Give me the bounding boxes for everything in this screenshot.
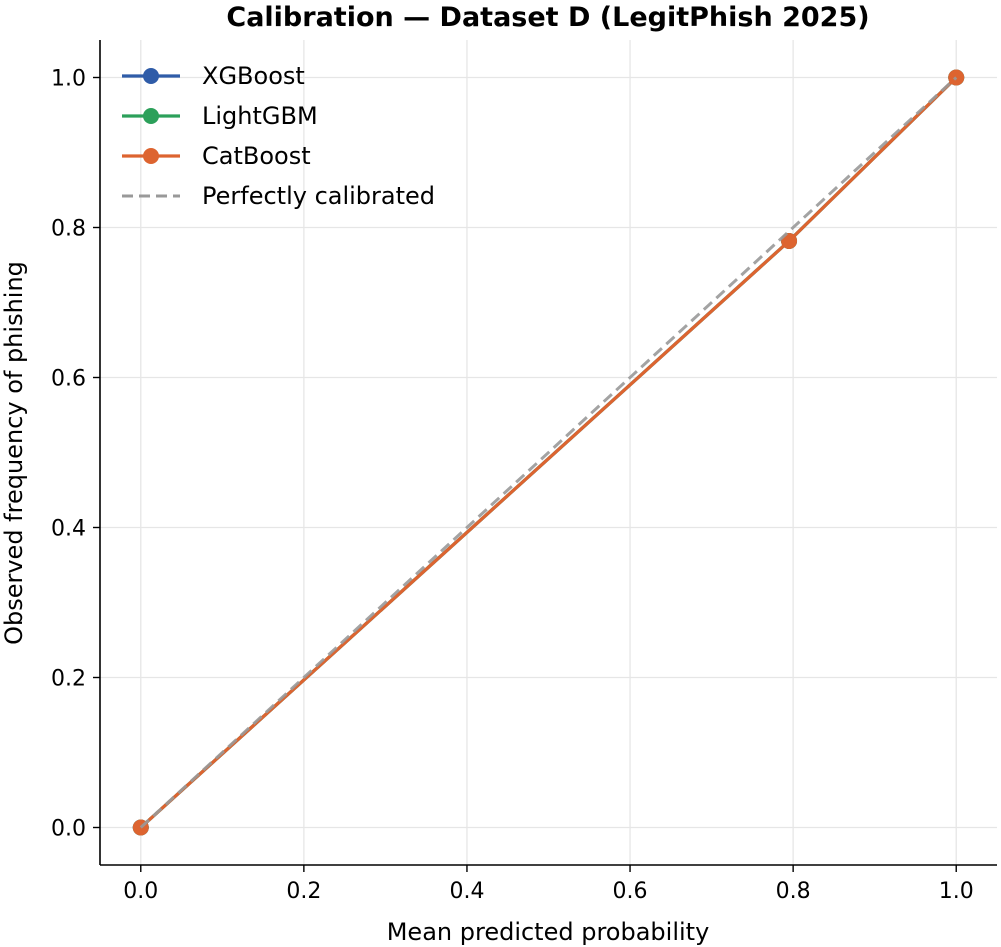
x-tick-label-1: 0.2 — [286, 879, 321, 904]
legend-label-1: LightGBM — [202, 102, 318, 130]
legend-item-1: LightGBM — [122, 102, 318, 130]
y-tick-label-5: 1.0 — [51, 67, 86, 92]
x-tick-label-0: 0.0 — [123, 879, 158, 904]
y-tick-label-0: 0.0 — [51, 817, 86, 842]
legend-item-0: XGBoost — [122, 62, 305, 90]
x-tick-label-2: 0.4 — [449, 879, 484, 904]
axes — [99, 40, 997, 866]
series-3 — [139, 76, 958, 829]
x-tick-label-4: 0.8 — [776, 879, 811, 904]
y-tick-label-1: 0.2 — [51, 667, 86, 692]
legend: XGBoost LightGBM CatBoost Perfectly calibra… — [122, 62, 435, 210]
chart-title: Calibration — Dataset D (LegitPhish 2025… — [226, 2, 869, 33]
legend-marker-1 — [143, 108, 159, 124]
series-2-point-1 — [781, 233, 798, 249]
legend-label-0: XGBoost — [202, 62, 305, 90]
grid — [100, 40, 997, 865]
y-tick-label-4: 0.8 — [51, 217, 86, 242]
y-axis-label: Observed frequency of phishing — [0, 261, 28, 645]
y-tick-label-2: 0.4 — [51, 517, 86, 542]
x-tick-label-3: 0.6 — [613, 879, 648, 904]
x-axis-label: Mean predicted probability — [387, 918, 710, 946]
series-line-3 — [139, 76, 958, 829]
legend-label-3: Perfectly calibrated — [202, 182, 435, 210]
ticks: 0.0 0.2 0.4 0.6 0.8 1.0 0.0 0.2 0.4 0.6 0.8 1.0 — [51, 67, 974, 905]
legend-label-2: CatBoost — [202, 142, 311, 170]
legend-item-2: CatBoost — [122, 142, 311, 170]
series-layer — [132, 69, 965, 836]
x-tick-label-5: 1.0 — [939, 879, 974, 904]
legend-item-3: Perfectly calibrated — [122, 182, 435, 210]
series-2 — [132, 69, 965, 836]
legend-marker-2 — [143, 148, 159, 164]
legend-marker-0 — [143, 68, 159, 84]
y-tick-label-3: 0.6 — [51, 367, 86, 392]
